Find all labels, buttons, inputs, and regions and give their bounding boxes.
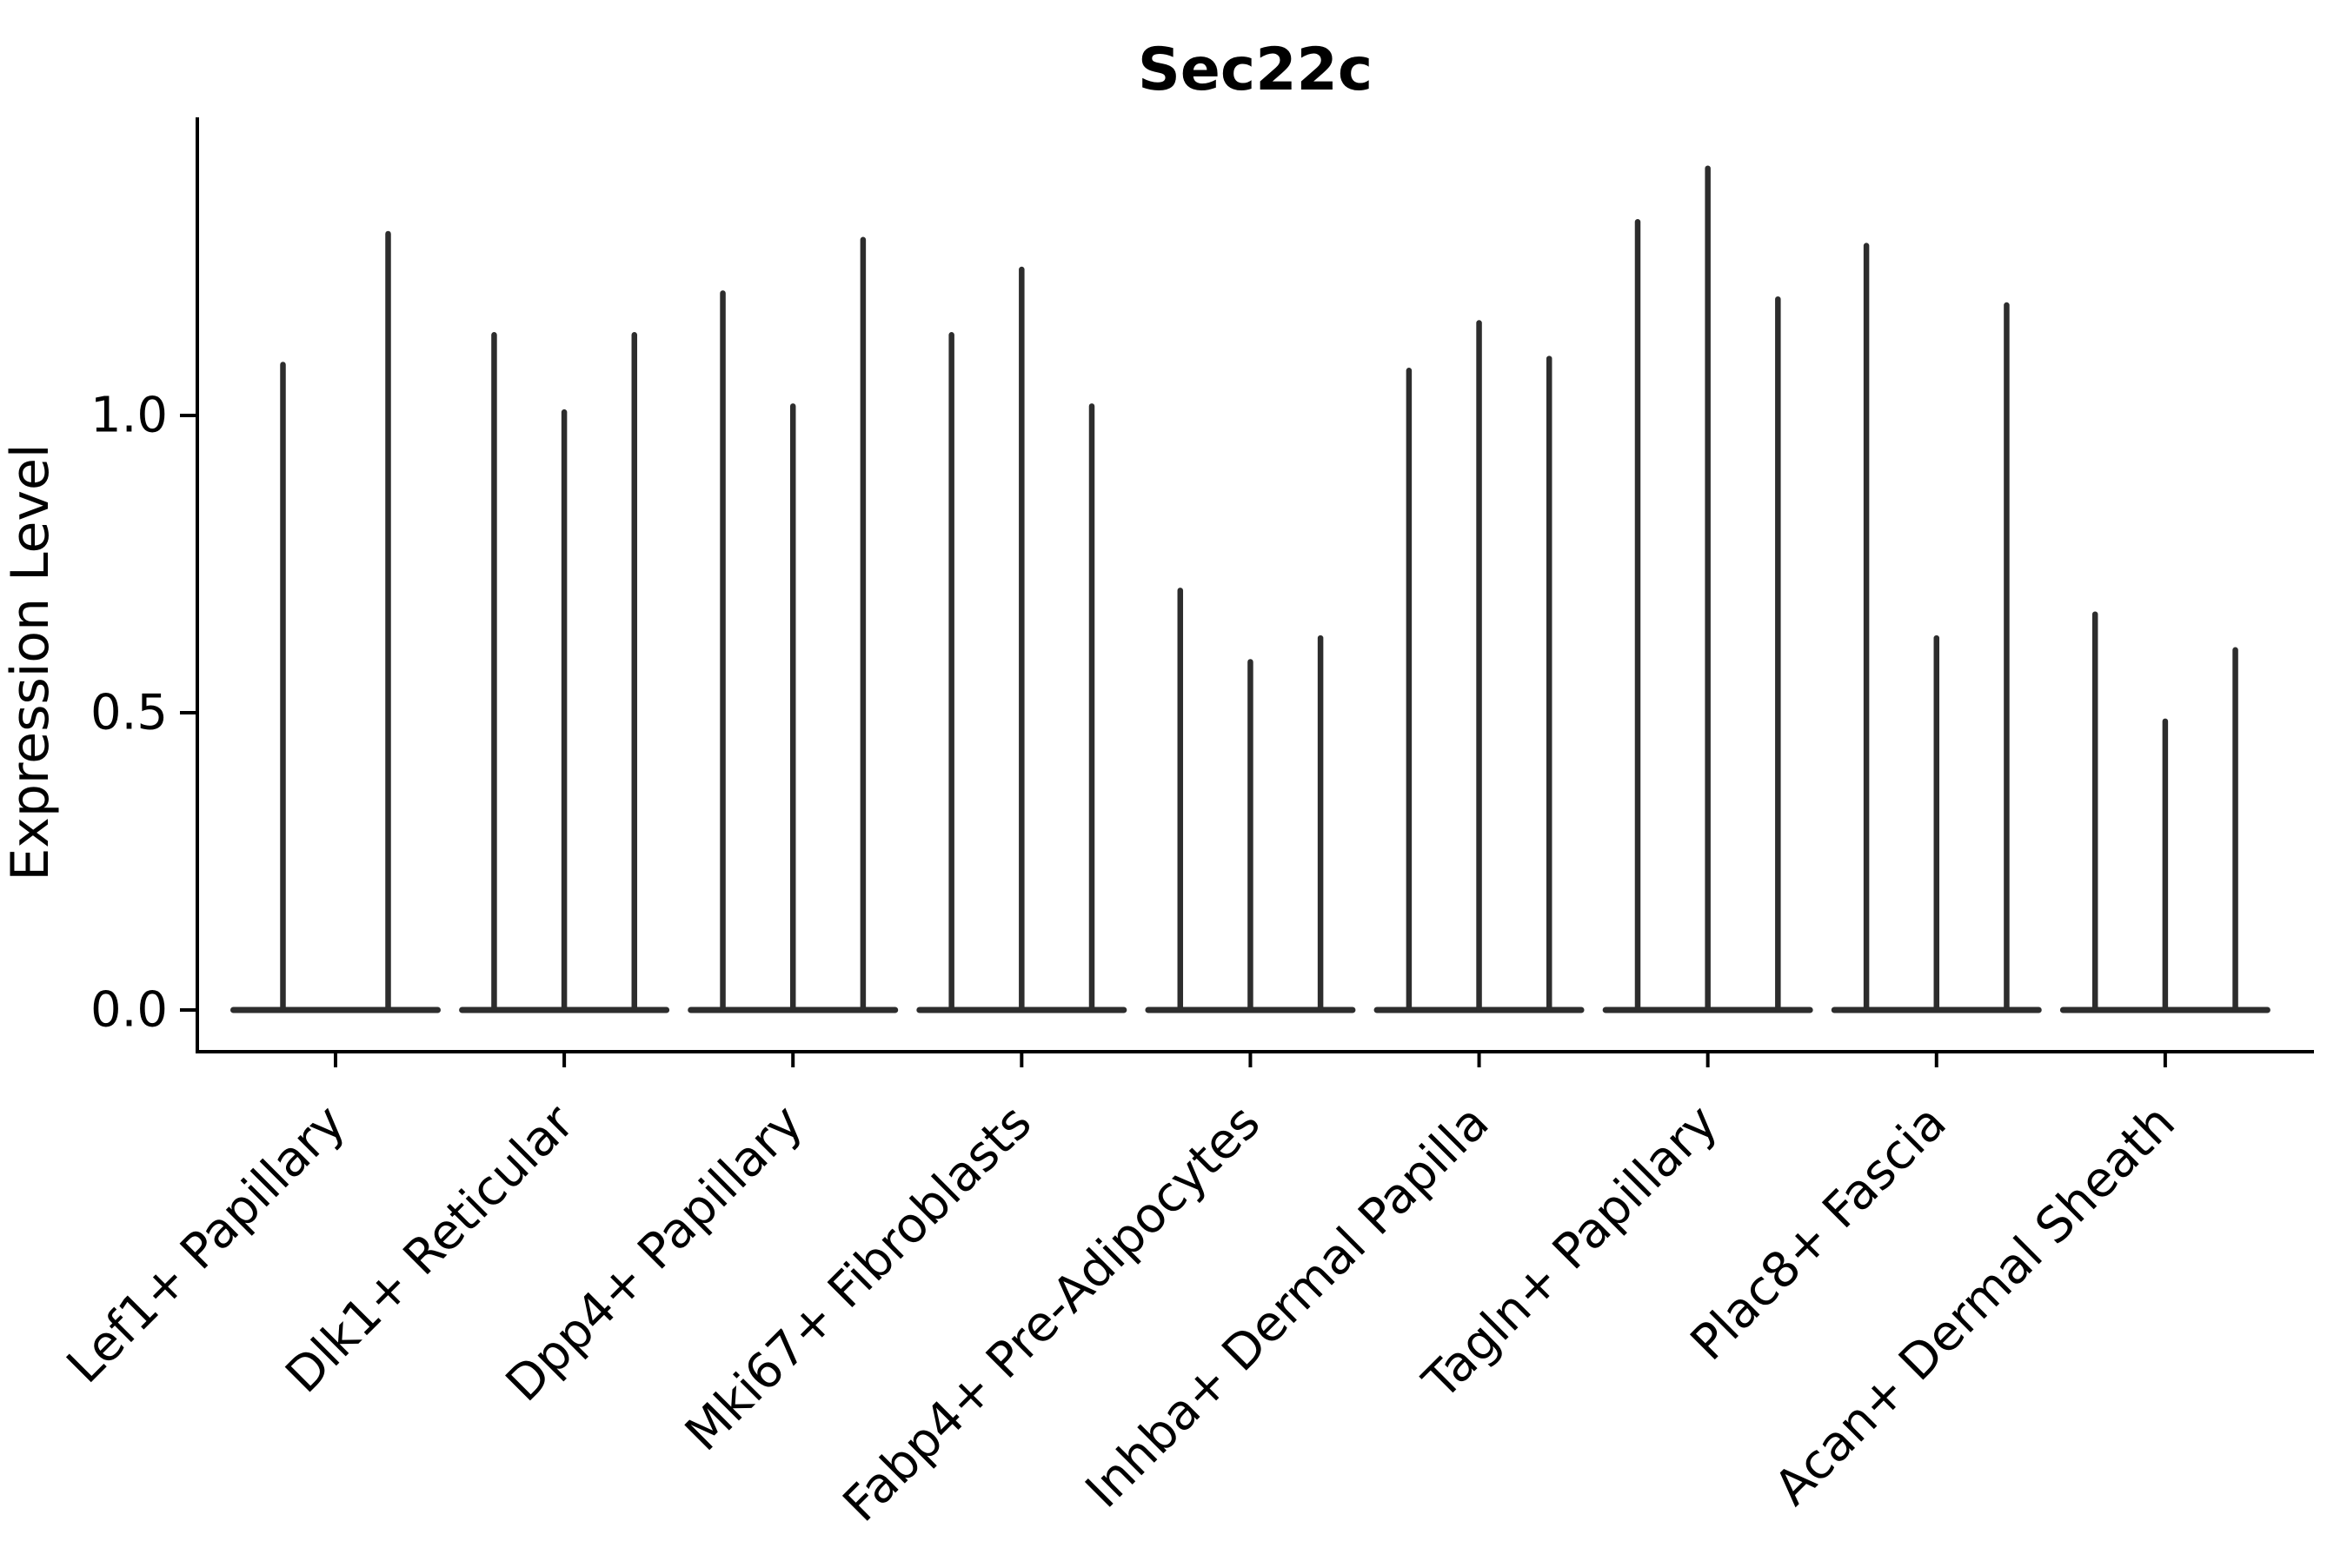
y-tick-label: 0.5 xyxy=(90,685,168,741)
x-tick-label: Acan+ Dermal Sheath xyxy=(1764,1094,2186,1517)
x-tick-label: Inhba+ Dermal Papilla xyxy=(1075,1094,1500,1519)
y-axis-ticks: 0.0 0.5 1.0 xyxy=(90,388,197,1039)
y-axis-label: Expression Level xyxy=(0,443,61,880)
violins xyxy=(230,165,2271,1013)
plot-title: Sec22c xyxy=(1138,36,1373,104)
violin-base xyxy=(230,1007,441,1013)
x-tick-label: Fabp4+ Pre-Adipocytes xyxy=(833,1094,1272,1533)
y-tick-label: 1.0 xyxy=(90,388,168,444)
y-tick-label: 0.0 xyxy=(90,982,168,1039)
